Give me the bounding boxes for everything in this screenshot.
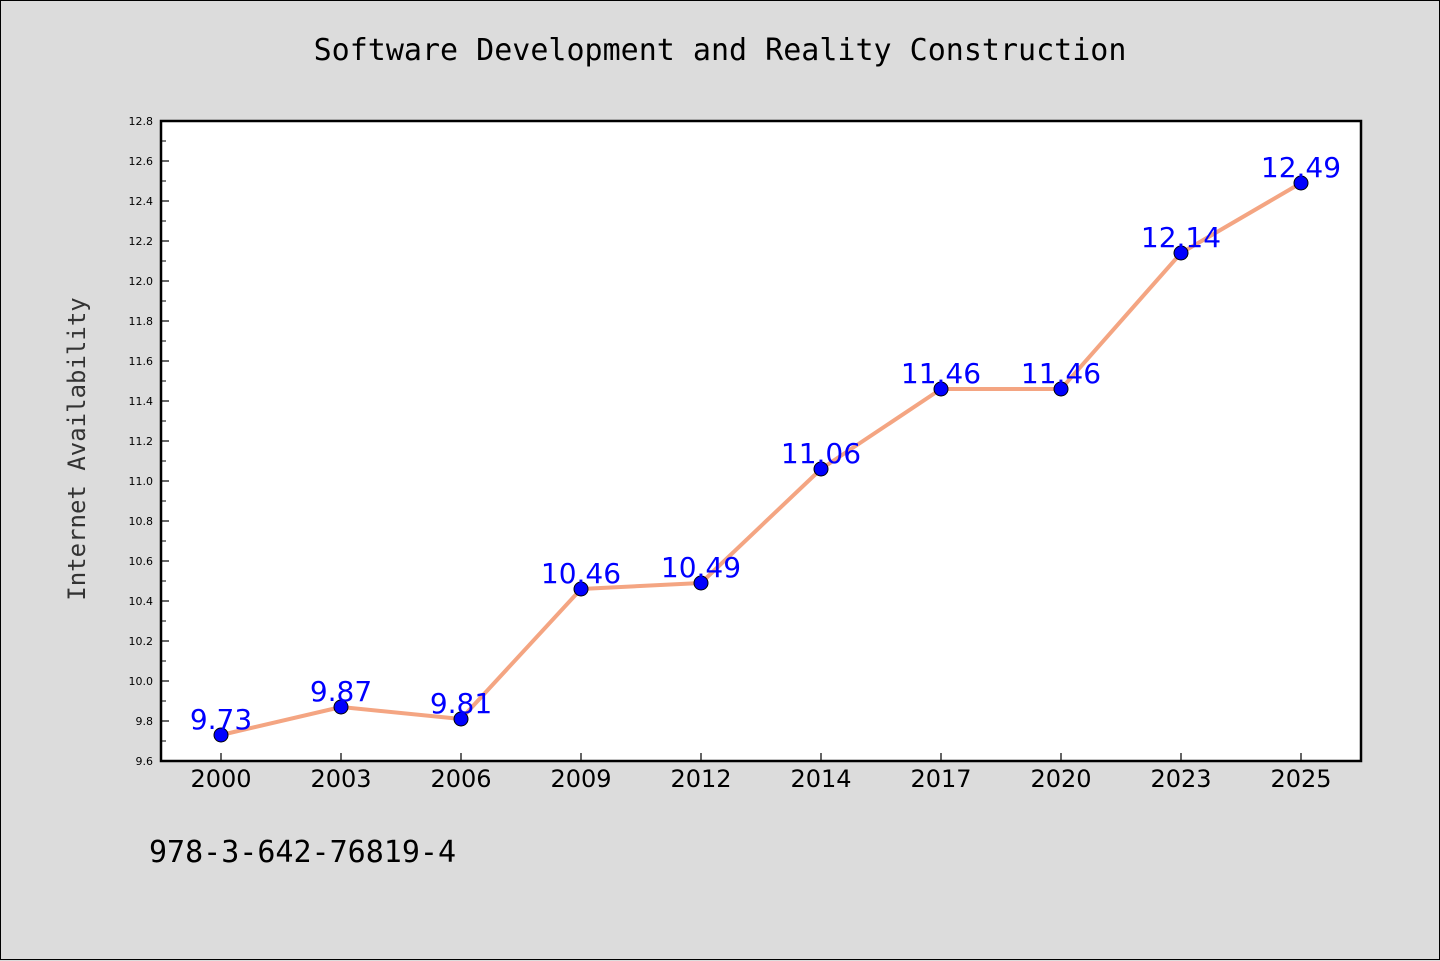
data-label-1: 9.87 [310,675,372,708]
y-tick-label-0: 9.6 [136,755,154,768]
data-point-7 [1053,381,1069,397]
data-label-6: 11.46 [901,357,981,390]
y-tick-label-3: 10.2 [129,635,154,648]
y-tick-label-9: 11.4 [129,395,154,408]
y-tick-label-12: 12.0 [129,275,154,288]
data-point-8 [1173,245,1189,261]
data-point-5 [813,461,829,477]
data-label-5: 11.06 [781,437,861,470]
y-tick-label-2: 10.0 [129,675,154,688]
data-label-7: 11.46 [1021,357,1101,390]
data-point-6 [933,381,949,397]
data-label-4: 10.49 [661,551,741,584]
isbn-footnote: 978-3-642-76819-4 [149,835,457,870]
series-line [219,181,1303,737]
y-tick-label-16: 12.8 [129,115,154,128]
y-tick-label-11: 11.8 [129,315,154,328]
x-tick-label-5: 2014 [790,765,851,793]
data-point-3 [573,581,589,597]
y-tick-label-13: 12.2 [129,235,154,248]
data-point-4 [693,575,709,591]
data-point-9 [1293,175,1309,191]
data-label-3: 10.46 [541,557,621,590]
y-tick-label-7: 11.0 [129,475,154,488]
y-tick-label-8: 11.2 [129,435,154,448]
x-tick-label-4: 2012 [670,765,731,793]
x-tick-label-1: 2003 [310,765,371,793]
data-point-0 [213,727,229,743]
y-tick-label-6: 10.8 [129,515,154,528]
data-point-1 [333,699,349,715]
y-tick-label-5: 10.6 [129,555,154,568]
x-tick-label-0: 2000 [190,765,251,793]
x-tick-label-7: 2020 [1030,765,1091,793]
plot-frame [159,119,1363,763]
x-tick-label-3: 2009 [550,765,611,793]
x-tick-label-2: 2006 [430,765,491,793]
y-tick-label-14: 12.4 [129,195,154,208]
plot-area [161,121,1361,761]
y-tick-label-1: 9.8 [136,715,154,728]
y-tick-label-4: 10.4 [129,595,154,608]
data-label-8: 12.14 [1141,221,1221,254]
data-label-9: 12.49 [1261,151,1341,184]
data-point-2 [453,711,469,727]
y-tick-label-10: 11.6 [129,355,154,368]
x-tick-label-8: 2023 [1150,765,1211,793]
x-tick-label-9: 2025 [1270,765,1331,793]
y-tick-label-15: 12.6 [129,155,154,168]
chart-title: Software Development and Reality Constru… [313,33,1127,68]
x-tick-label-6: 2017 [910,765,971,793]
data-label-0: 9.73 [190,703,252,736]
data-label-2: 9.81 [430,687,492,720]
